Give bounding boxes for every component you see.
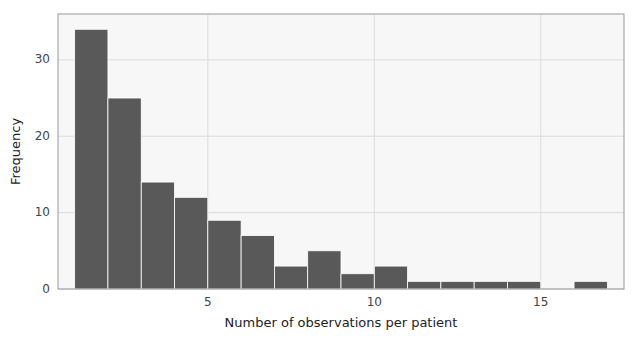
histogram-bar [108,98,141,289]
x-grid-line [374,14,375,289]
histogram-bar [308,251,341,289]
histogram-bar [274,266,307,289]
y-axis-label: Frequency [8,118,23,185]
y-grid-line [58,59,624,60]
histogram-bar [175,197,208,289]
grid [58,14,624,289]
histogram-bar [574,281,607,289]
plot-frame [58,14,624,289]
x-tick-label: 15 [533,295,548,309]
y-tick-label: 0 [42,282,50,296]
plot-background [58,14,624,289]
x-tick-label: 10 [367,295,382,309]
histogram-bar [441,281,474,289]
histogram-bar [507,281,540,289]
y-tick-label: 20 [35,129,50,143]
y-tick-label: 30 [35,52,50,66]
chart-container: 0 10 20 30 5 10 15 Number of observations per p… [0,0,640,337]
x-grid-line [540,14,541,289]
histogram-bar [341,274,374,289]
chart-svg: 0 10 20 30 5 10 15 Number of observations per p… [0,0,640,337]
histogram-bar [408,281,441,289]
histogram-bar [241,236,274,289]
histogram-bar [208,220,241,289]
x-tick-label: 5 [204,295,212,309]
histogram-bar [374,266,407,289]
x-axis-label: Number of observations per patient [225,315,458,330]
histogram-bar [474,281,507,289]
y-tick-label: 10 [35,205,50,219]
bars [75,29,608,289]
y-grid-line [58,136,624,137]
histogram-bar [75,29,108,289]
histogram-bar [141,182,174,289]
